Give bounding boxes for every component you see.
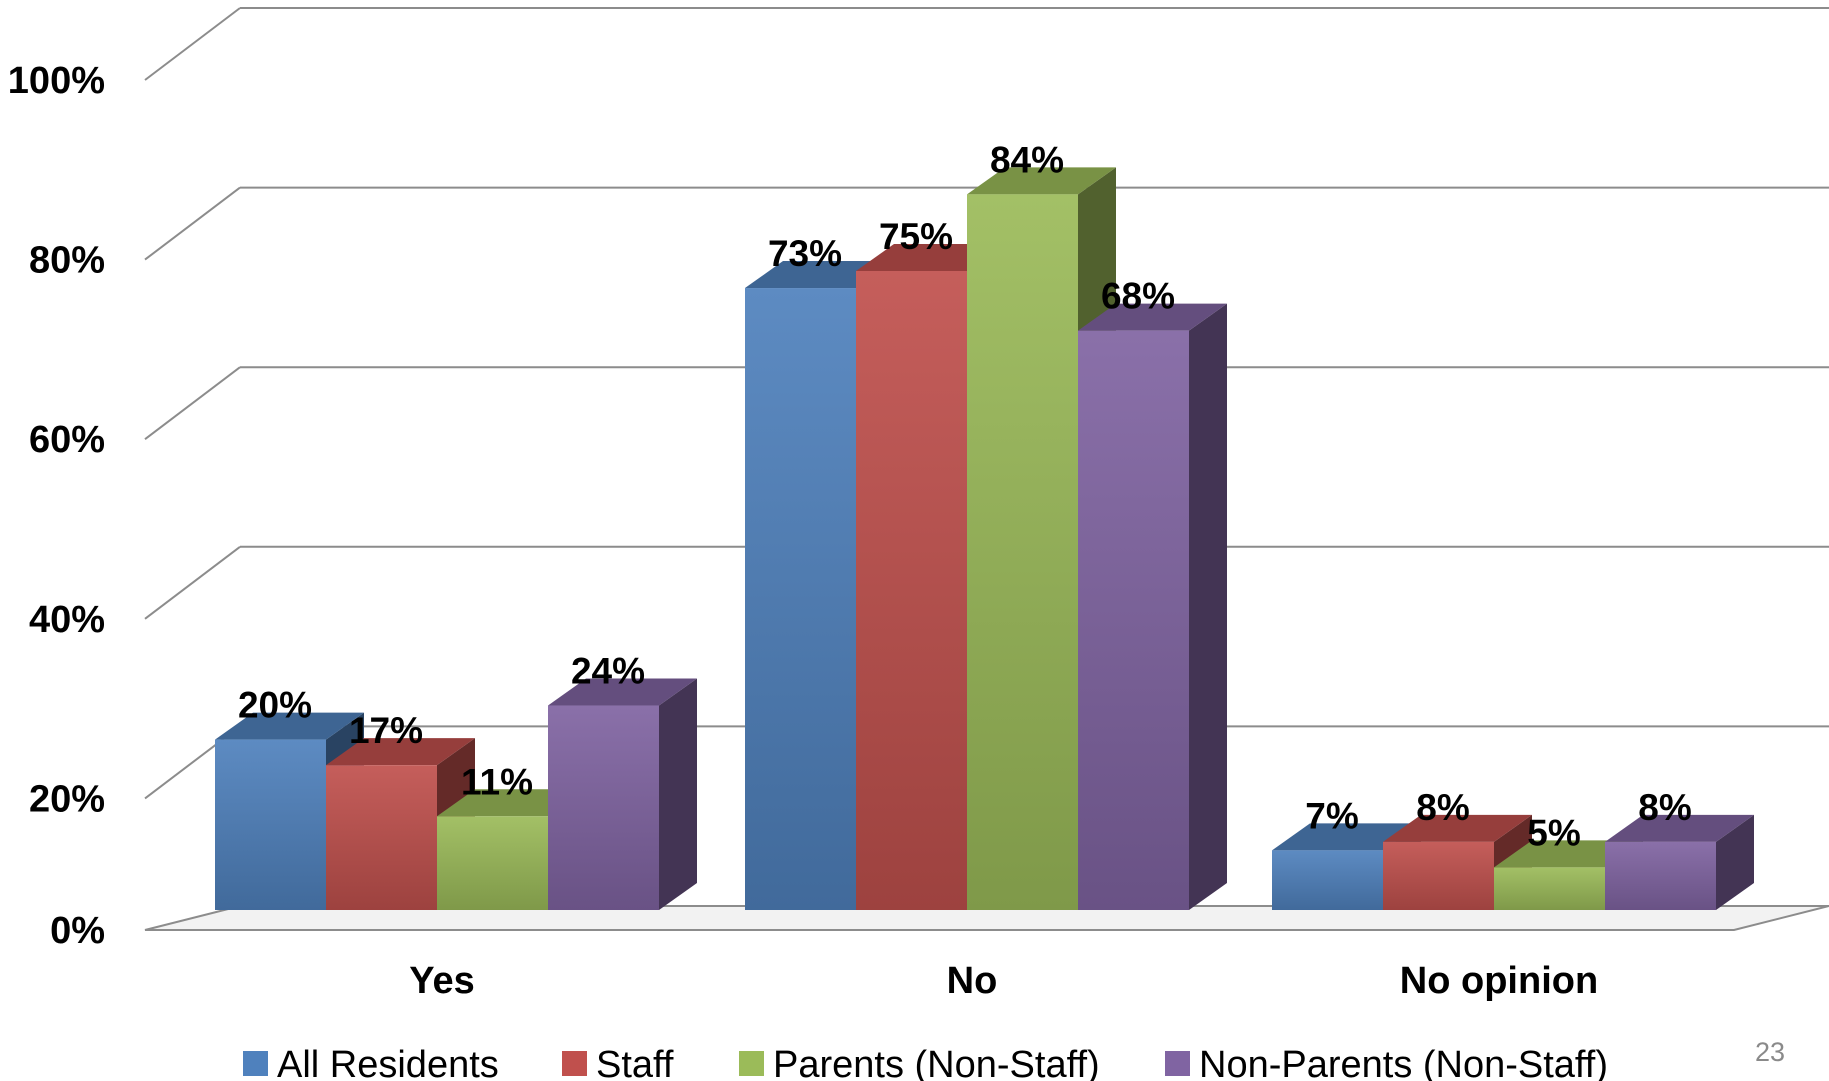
data-label: 8% [1638, 787, 1691, 828]
legend-item: Non-Parents (Non-Staff) [1165, 1044, 1608, 1081]
legend-item: Staff [562, 1044, 674, 1081]
data-label: 75% [879, 216, 953, 257]
legend-label: Staff [596, 1044, 674, 1081]
category-label: No [947, 960, 998, 1002]
category-label: Yes [409, 960, 475, 1002]
legend-label: All Residents [277, 1044, 499, 1081]
data-labels: 20% 17% 11% 24% 73% 75% 84% 68% 7% 8% 5% 8% [238, 139, 1692, 853]
data-label: 17% [349, 710, 423, 751]
gridline-side [144, 7, 241, 81]
gridline-side [144, 186, 241, 261]
data-label: 84% [990, 139, 1064, 180]
data-label: 20% [238, 685, 312, 726]
legend-item: Parents (Non-Staff) [739, 1044, 1100, 1081]
y-axis-ticks: 0% 20% 40% 60% 80% 100% [8, 60, 105, 952]
legend-label: Parents (Non-Staff) [773, 1044, 1100, 1081]
legend-swatch [562, 1051, 587, 1076]
data-label: 8% [1416, 787, 1469, 828]
data-label: 11% [461, 761, 533, 802]
bar-no-opinion-non-parents-non-staff [1605, 814, 1754, 910]
y-tick-label: 20% [29, 778, 105, 820]
gridline-side [144, 366, 241, 440]
legend-swatch [1165, 1051, 1190, 1076]
bar-yes-non-parents-non-staff [548, 678, 697, 910]
y-tick-label: 60% [29, 419, 105, 461]
page-number: 23 [1755, 1037, 1785, 1067]
bars [215, 167, 1754, 910]
bar-no-non-parents-non-staff [1078, 303, 1227, 910]
legend-swatch [739, 1051, 764, 1076]
data-label: 24% [571, 651, 645, 692]
data-label: 5% [1527, 812, 1580, 853]
data-label: 68% [1101, 276, 1175, 317]
data-label: 73% [768, 233, 842, 274]
y-tick-label: 100% [8, 60, 105, 102]
legend: All Residents Staff Parents (Non-Staff) Non… [243, 1044, 1608, 1081]
legend-label: Non-Parents (Non-Staff) [1199, 1044, 1608, 1081]
gridline-side [144, 546, 241, 620]
category-label: No opinion [1400, 960, 1598, 1002]
data-label: 7% [1305, 795, 1358, 836]
legend-swatch [243, 1051, 268, 1076]
y-tick-label: 40% [29, 599, 105, 641]
y-tick-label: 80% [29, 240, 105, 282]
y-tick-label: 0% [50, 910, 105, 952]
legend-item: All Residents [243, 1044, 499, 1081]
category-labels: Yes No No opinion [409, 960, 1598, 1002]
